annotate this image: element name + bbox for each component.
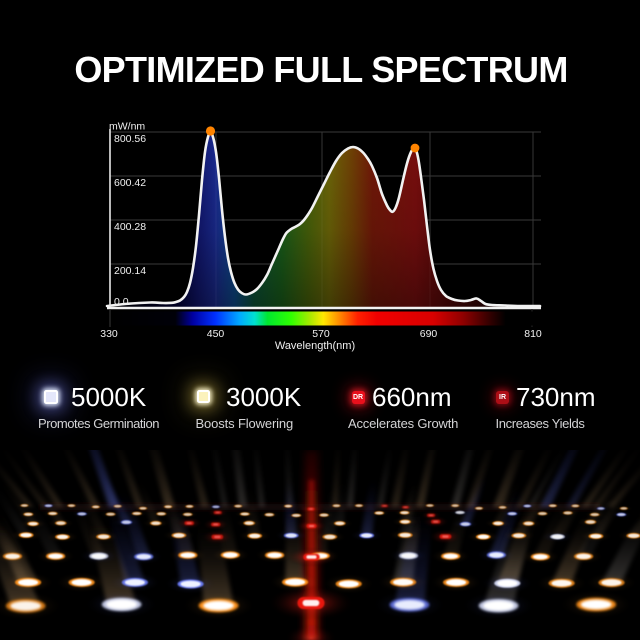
svg-text:810: 810: [524, 328, 542, 340]
svg-text:Wavelength(nm): Wavelength(nm): [275, 340, 355, 352]
svg-text:0.0: 0.0: [114, 296, 129, 308]
svg-text:690: 690: [420, 328, 438, 340]
svg-text:200.14: 200.14: [114, 265, 146, 277]
svg-text:600.42: 600.42: [114, 177, 146, 189]
svg-text:400.28: 400.28: [114, 221, 146, 233]
svg-text:570: 570: [312, 328, 330, 340]
svg-text:800.56: 800.56: [114, 133, 146, 145]
svg-text:mW/nm: mW/nm: [109, 121, 145, 133]
svg-text:450: 450: [207, 328, 225, 340]
svg-text:330: 330: [100, 328, 118, 340]
